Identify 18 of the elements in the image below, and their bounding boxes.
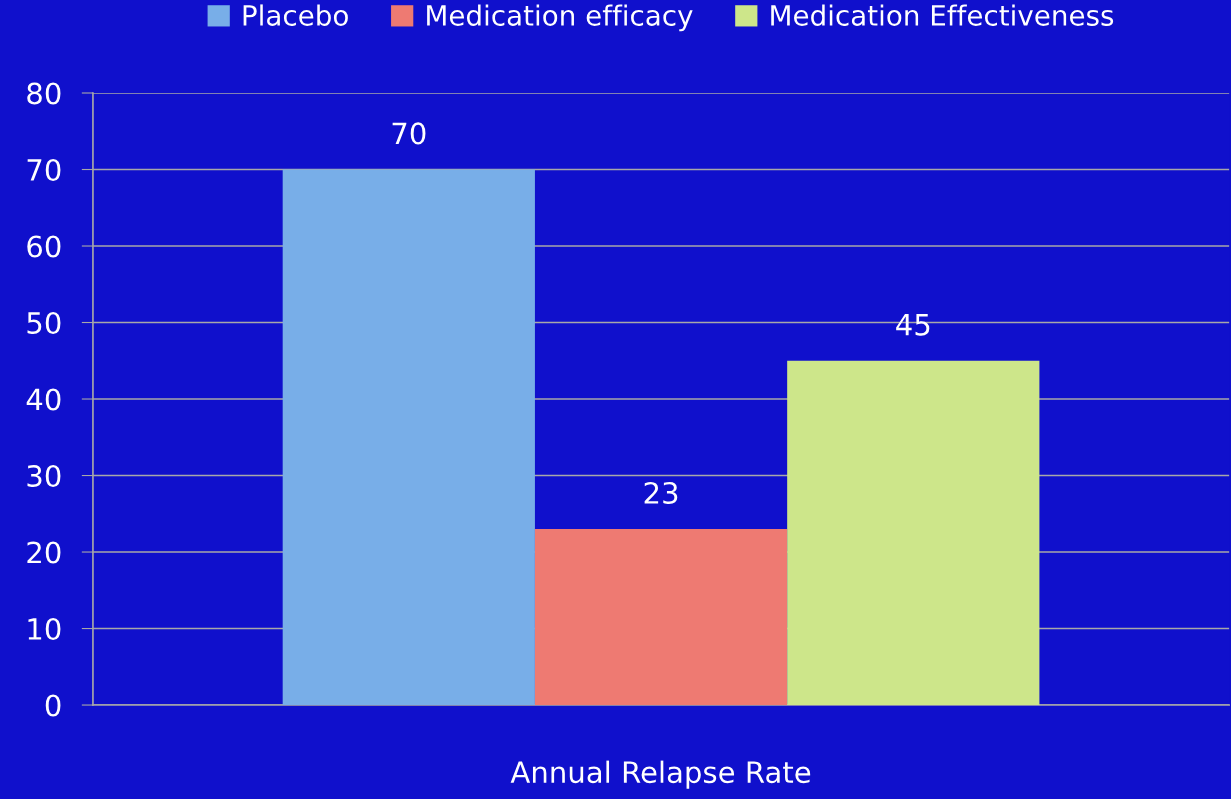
legend-label: Medication Effectiveness [771,4,1114,26]
bar [534,529,788,706]
legend-label: Placebo [243,4,348,26]
y-tick-label: 70 [27,158,61,181]
y-tick-label: 0 [45,694,61,717]
y-tick-label: 80 [27,82,61,105]
data-label: 23 [644,481,678,504]
y-tick-label: 20 [27,541,61,564]
y-tick-label: 10 [28,617,61,641]
y-tick-label: 30 [27,464,61,488]
y-tick-label: 40 [26,388,61,411]
bar [282,169,535,706]
legend-label: Medication efficacy [427,4,693,32]
data-label: 70 [392,122,426,145]
y-tick-label: 50 [27,311,61,335]
bar [787,360,1040,706]
y-tick-label: 60 [27,235,61,258]
x-tick-label: Annual Relapse Rate [510,760,811,789]
